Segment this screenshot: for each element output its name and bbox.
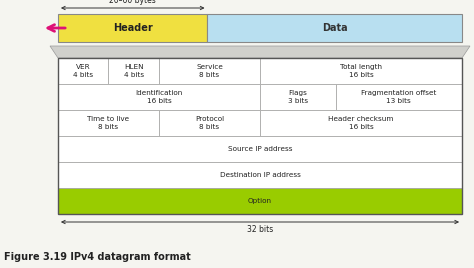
- Bar: [58, 58, 109, 84]
- Text: Option: Option: [248, 198, 272, 204]
- Text: Identification
16 bits: Identification 16 bits: [136, 90, 182, 104]
- Text: Destination IP address: Destination IP address: [219, 172, 301, 178]
- Text: Header checksum
16 bits: Header checksum 16 bits: [328, 116, 394, 130]
- Bar: [58, 188, 462, 214]
- Text: Source IP address: Source IP address: [228, 146, 292, 152]
- Text: Service
8 bits: Service 8 bits: [196, 64, 223, 78]
- Text: HLEN
4 bits: HLEN 4 bits: [124, 64, 144, 78]
- Bar: [58, 136, 462, 162]
- Text: Data: Data: [322, 23, 347, 33]
- Text: 20–60 bytes: 20–60 bytes: [109, 0, 156, 5]
- Bar: [58, 84, 260, 110]
- Polygon shape: [50, 46, 470, 58]
- Text: 32 bits: 32 bits: [247, 225, 273, 234]
- Bar: [58, 110, 159, 136]
- Bar: [260, 84, 336, 110]
- Text: VER
4 bits: VER 4 bits: [73, 64, 93, 78]
- Text: Total length
16 bits: Total length 16 bits: [340, 64, 382, 78]
- Bar: [58, 58, 462, 214]
- Bar: [260, 58, 462, 84]
- Text: Protocol
8 bits: Protocol 8 bits: [195, 116, 224, 130]
- Bar: [260, 110, 462, 136]
- Text: Fragmentation offset
13 bits: Fragmentation offset 13 bits: [361, 90, 437, 104]
- Bar: [58, 162, 462, 188]
- Text: Flags
3 bits: Flags 3 bits: [288, 90, 308, 104]
- Bar: [159, 110, 260, 136]
- Text: Header: Header: [113, 23, 153, 33]
- Bar: [336, 84, 462, 110]
- Text: Time to live
8 bits: Time to live 8 bits: [87, 116, 129, 130]
- Bar: [58, 14, 208, 42]
- Text: Figure 3.19 IPv4 datagram format: Figure 3.19 IPv4 datagram format: [4, 252, 191, 262]
- Bar: [109, 58, 159, 84]
- Bar: [159, 58, 260, 84]
- Bar: [208, 14, 462, 42]
